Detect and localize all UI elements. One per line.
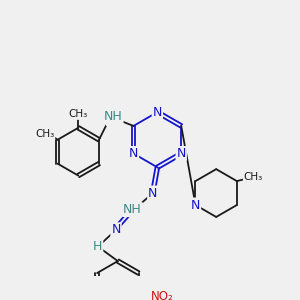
Text: CH₃: CH₃ [69, 109, 88, 119]
Text: CH₃: CH₃ [244, 172, 263, 182]
Text: NH: NH [104, 110, 123, 123]
Text: N: N [111, 223, 121, 236]
Text: CH₃: CH₃ [35, 129, 54, 139]
Text: N: N [191, 199, 200, 212]
Text: NH: NH [123, 203, 142, 216]
Text: N: N [148, 187, 158, 200]
Text: H: H [107, 112, 116, 125]
Text: N: N [129, 147, 138, 160]
Text: NO₂: NO₂ [151, 290, 174, 300]
Text: N: N [177, 147, 186, 160]
Text: N: N [153, 106, 162, 119]
Text: H: H [93, 240, 102, 253]
